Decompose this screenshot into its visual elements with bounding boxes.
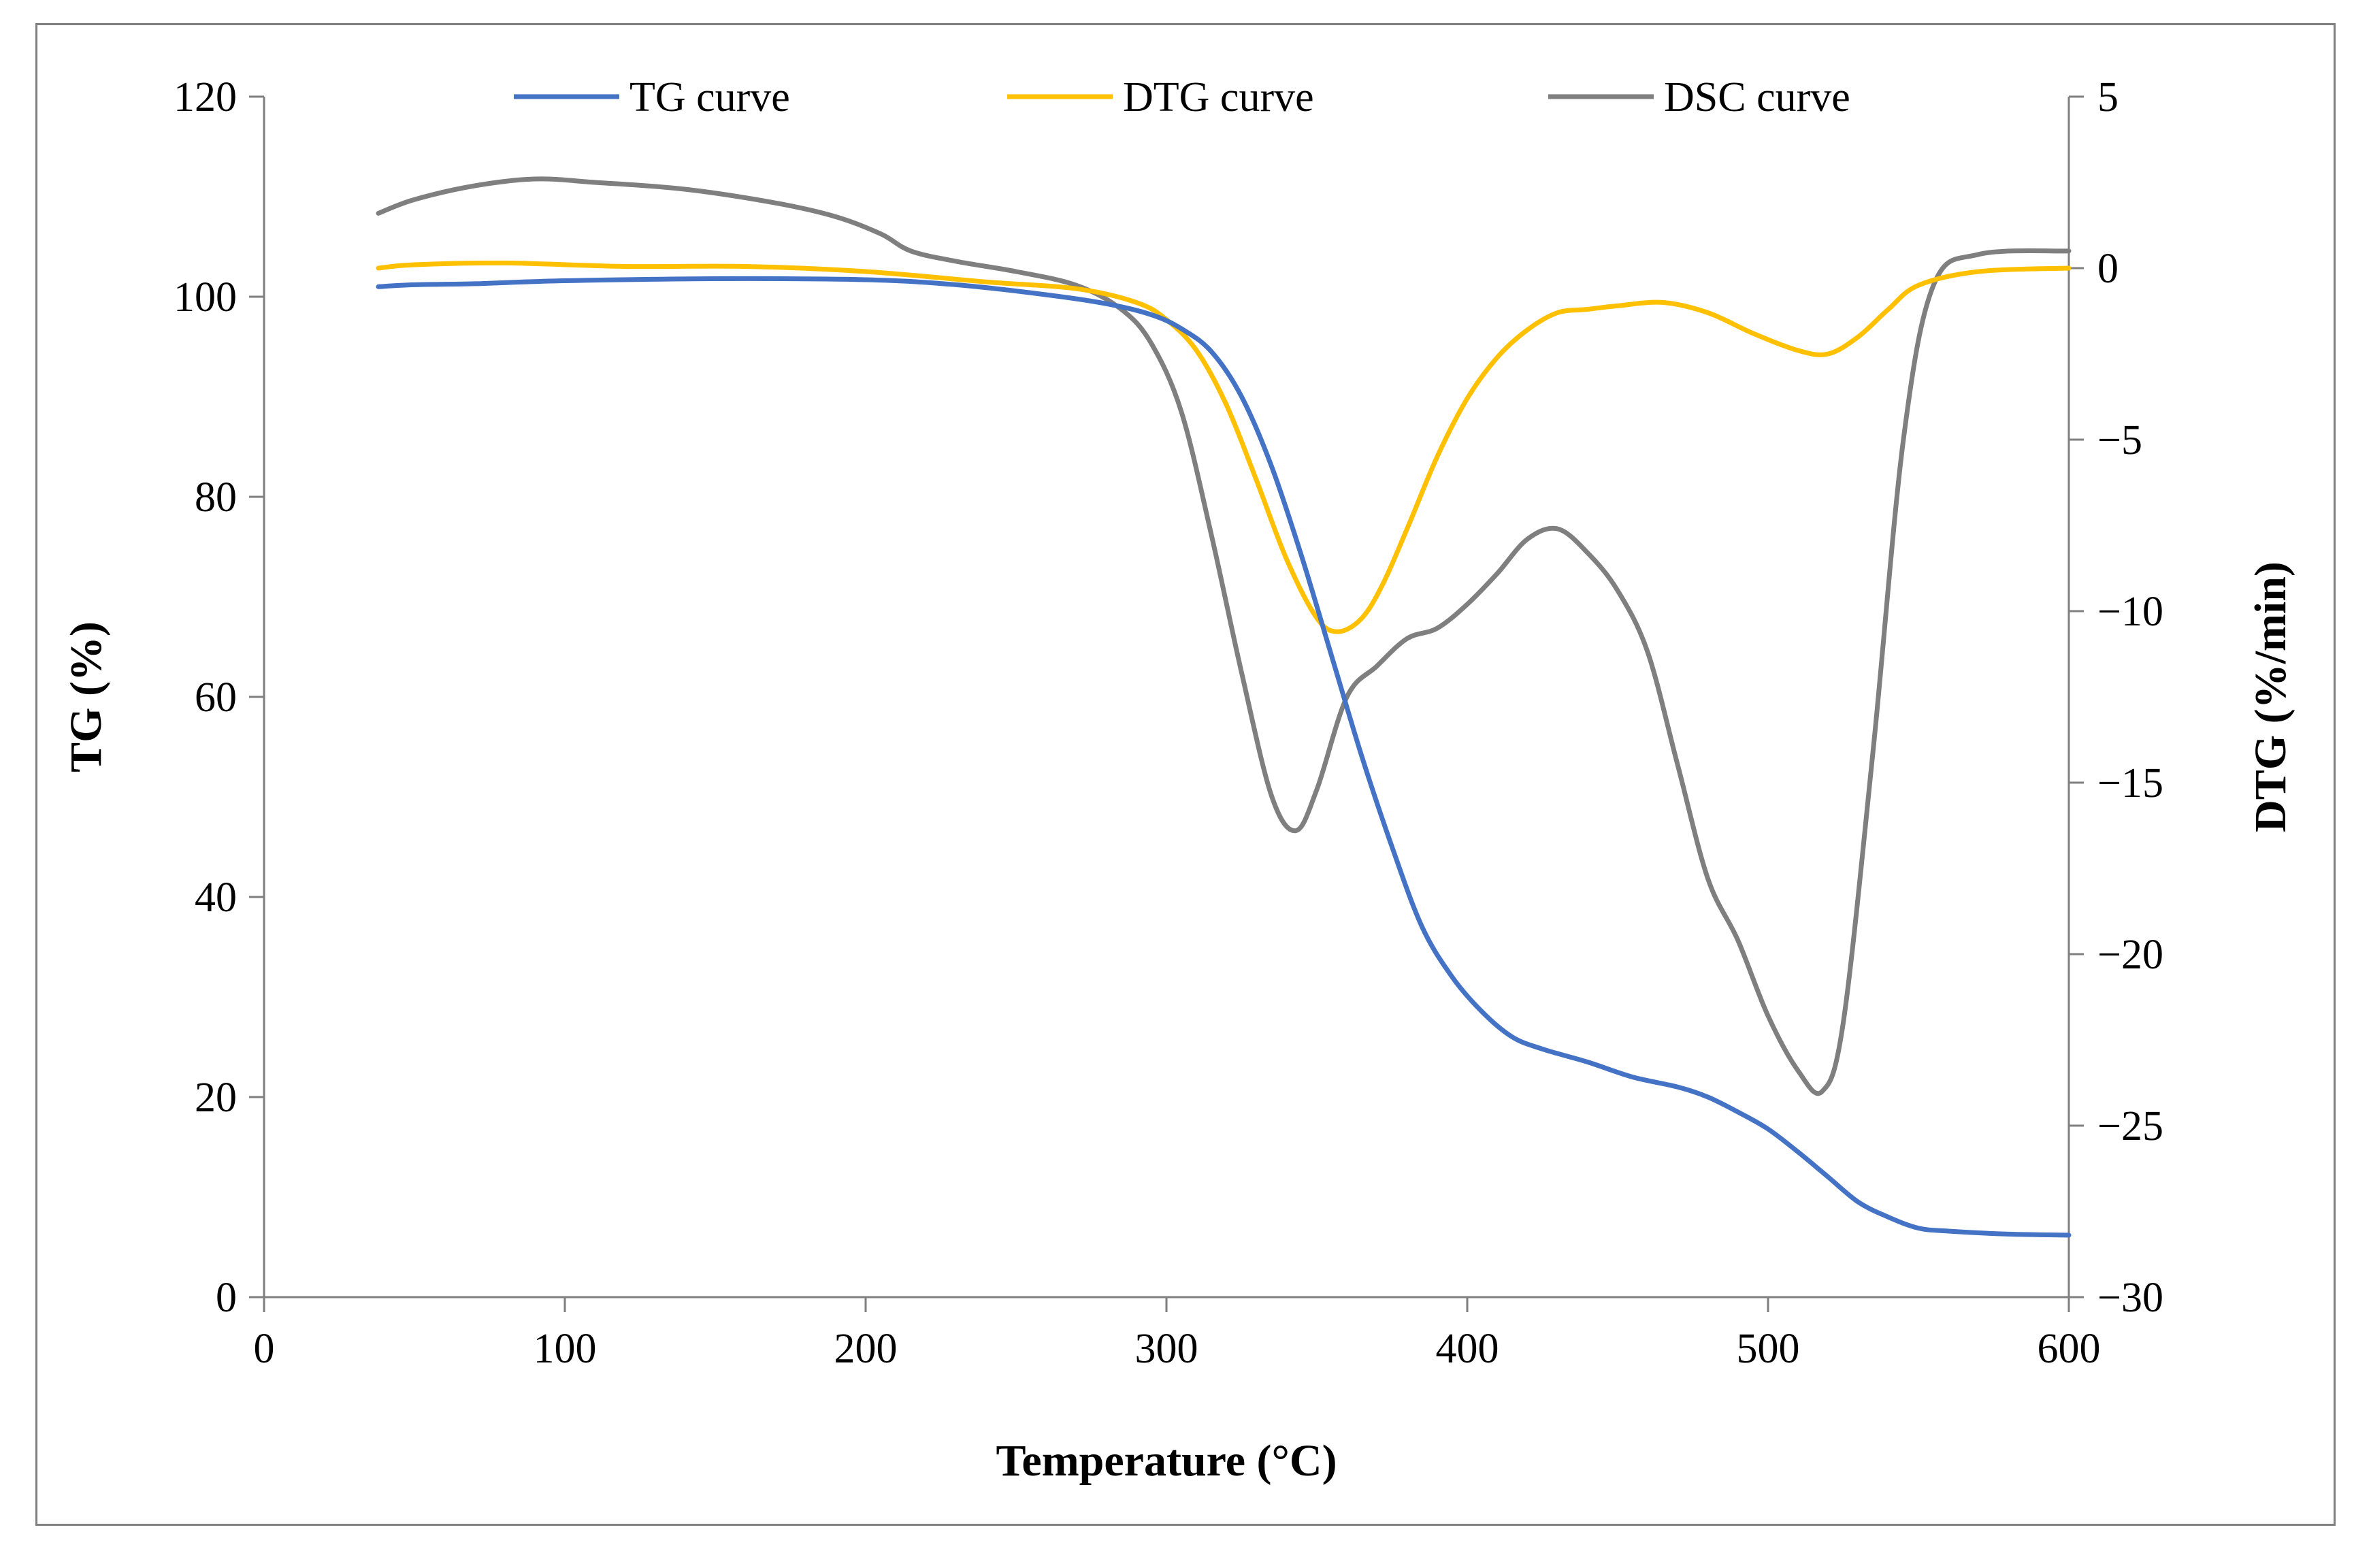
- series-line-dtg-curve: [376, 260, 2072, 634]
- series-line-dsc-curve: [376, 176, 2072, 1096]
- axes: 0 20 40 60 80 100 120 5 0 −5 −10 −15 −20 −25 −30 0 100 20…: [61, 74, 2295, 1486]
- x-tick-label: 600: [2038, 1326, 2101, 1372]
- legend-label-dsc-curve: DSC curve: [1664, 74, 1850, 120]
- x-tick-label: 200: [834, 1326, 898, 1372]
- y-right-tick-label: −20: [2097, 932, 2163, 978]
- series-line-tg-curve: [376, 276, 2072, 1238]
- x-tick-label: 400: [1436, 1326, 1499, 1372]
- y-right-tick-label: −30: [2097, 1275, 2163, 1321]
- x-tick-label: 100: [534, 1326, 597, 1372]
- y-axis-left-title: TG (%): [61, 621, 111, 772]
- x-tick-label: 300: [1135, 1326, 1198, 1372]
- y-left-tick-label: 120: [174, 74, 237, 120]
- y-right-tick-label: −5: [2097, 417, 2142, 463]
- y-right-tick-label: 0: [2097, 246, 2119, 292]
- y-left-tick-label: 20: [195, 1075, 237, 1121]
- plot-lines: [376, 176, 2072, 1238]
- x-tick-label: 500: [1737, 1326, 1800, 1372]
- y-right-tick-label: −15: [2097, 760, 2163, 806]
- y-left-tick-label: 0: [216, 1275, 237, 1321]
- legend: TG curve DTG curve DSC curve: [514, 74, 1850, 120]
- x-axis-title: Temperature (°C): [996, 1436, 1337, 1486]
- y-axis-right-title: DTG (%/min): [2246, 561, 2295, 832]
- y-left-tick-label: 100: [174, 274, 237, 321]
- y-right-tick-label: −25: [2097, 1103, 2163, 1149]
- legend-label-dtg-curve: DTG curve: [1123, 74, 1314, 120]
- x-tick-label: 0: [254, 1326, 275, 1372]
- legend-label-tg-curve: TG curve: [629, 74, 790, 120]
- y-left-tick-label: 80: [195, 474, 237, 521]
- y-right-tick-label: 5: [2097, 74, 2119, 120]
- y-left-tick-label: 40: [195, 875, 237, 921]
- y-left-tick-label: 60: [195, 674, 237, 721]
- y-right-tick-label: −10: [2097, 589, 2163, 635]
